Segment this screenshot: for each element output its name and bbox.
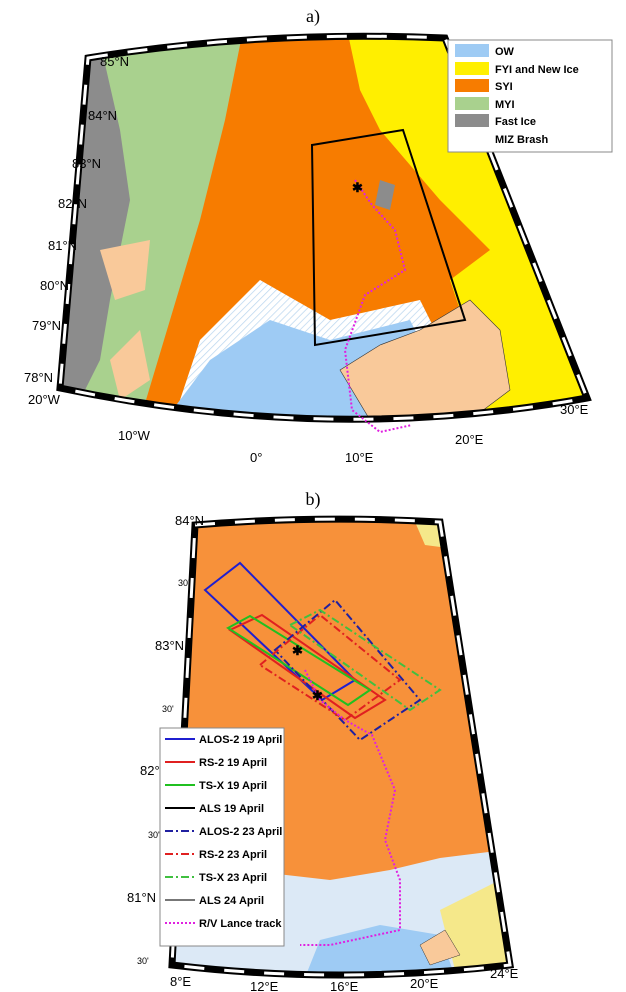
lat-label: 30' [137, 956, 149, 966]
study-box [310, 128, 467, 347]
legend-label: TS-X 23 April [199, 872, 267, 884]
drift-marker: ✱ [292, 643, 303, 658]
lat-label: 83°N [155, 638, 184, 653]
legend-b: ALOS-2 19 April RS-2 19 April TS-X 19 Ap… [159, 727, 285, 947]
legend-label: R/V Lance track [199, 918, 282, 930]
legend-label: FYI and New Ice [495, 64, 579, 76]
legend-label: OW [495, 46, 515, 58]
map-frame [58, 34, 590, 421]
ship-track [343, 179, 413, 434]
lon-label: 8°E [170, 974, 191, 989]
lat-label: 84°N [175, 513, 204, 528]
lon-label: 12°E [250, 979, 279, 992]
legend-label: TS-X 19 April [199, 780, 267, 792]
drift-marker: ✱ [312, 688, 323, 703]
lon-label: 24°E [490, 966, 519, 981]
legend-swatch [455, 114, 489, 127]
lon-label: 20°E [410, 976, 439, 991]
lon-label: 10°E [345, 450, 374, 465]
lon-label: 20°E [455, 432, 484, 447]
lat-label: 30' [162, 704, 174, 714]
lat-label: 85°N [100, 54, 129, 69]
legend-label: ALOS-2 19 April [199, 734, 282, 746]
lat-label: 80°N [40, 278, 69, 293]
panel-label: a) [306, 6, 320, 27]
lon-labels: 20°W 10°W 0° 10°E 20°E 30°E [28, 392, 589, 465]
legend-label: RS-2 23 April [199, 849, 267, 861]
drift-marker: ✱ [352, 180, 363, 195]
legend-label: Fast Ice [495, 116, 536, 128]
lon-label: 16°E [330, 979, 359, 992]
map-b [172, 519, 510, 975]
lon-label: 10°W [118, 428, 151, 443]
legend-label: ALS 24 April [199, 895, 264, 907]
lon-label: 30°E [560, 402, 589, 417]
lat-label: 84°N [88, 108, 117, 123]
legend-label: ALOS-2 23 April [199, 826, 282, 838]
legend-swatch [455, 44, 489, 57]
panel-label: b) [306, 489, 321, 510]
legend-a: OW FYI and New Ice SYI MYI Fast Ice MIZ … [447, 39, 613, 153]
lon-labels: 8°E 12°E 16°E 20°E 24°E [170, 966, 519, 992]
lat-label: 78°N [24, 370, 53, 385]
lat-label: 30' [148, 830, 160, 840]
legend-swatch [455, 79, 489, 92]
legend-label: MYI [495, 99, 515, 111]
legend-label: MIZ Brash [495, 134, 548, 146]
tsx-23 [288, 608, 442, 712]
lat-label: 81°N [127, 890, 156, 905]
tsx-19 [226, 614, 372, 707]
lat-label: 83°N [72, 156, 101, 171]
lon-label: 0° [250, 450, 262, 465]
lat-label: 79°N [32, 318, 61, 333]
legend-swatch [455, 132, 489, 145]
legend-swatch [455, 62, 489, 75]
legend-swatch [455, 97, 489, 110]
lat-label: 82°N [58, 196, 87, 211]
lat-label: 81°N [48, 238, 77, 253]
lat-label: 30' [178, 578, 190, 588]
legend-label: ALS 19 April [199, 803, 264, 815]
legend-label: RS-2 19 April [199, 757, 267, 769]
legend-box [159, 727, 285, 947]
legend-label: SYI [495, 81, 513, 93]
lon-label: 20°W [28, 392, 61, 407]
lat-labels: 85°N 84°N 83°N 82°N 81°N 80°N 79°N 78°N [24, 54, 129, 385]
map-frame [170, 517, 512, 977]
ship-track [300, 669, 401, 946]
